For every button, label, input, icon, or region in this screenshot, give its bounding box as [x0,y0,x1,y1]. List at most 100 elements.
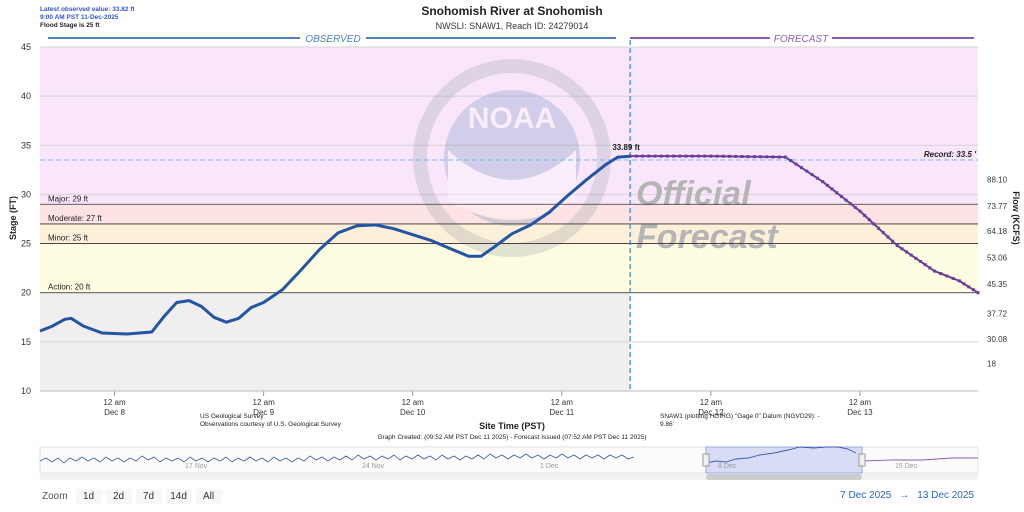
observed-line [39,154,631,336]
flood-band [40,204,978,224]
official-watermark-line2: Forecast [636,218,779,256]
x-tick-label: Dec 13 [847,408,873,417]
threshold-label: Major: 29 ft [48,194,89,203]
forecast-point [810,173,814,177]
noaa-logo-circle [413,59,611,257]
forecast-point [647,154,651,158]
zoom-all-button[interactable]: All [195,489,222,504]
flow-tick-label: 73.77 [987,202,1008,211]
x-tick-label: 12 am [253,398,276,407]
forecast-point [863,213,867,217]
forecast-point [740,155,744,159]
navigator-history-line [39,453,635,464]
noaa-bird-shape [448,150,576,220]
x-axis-title: Site Time (PST) [479,421,545,431]
zoom-2d-button[interactable]: 2d [105,489,132,504]
usgs-courtesy: Observations courtesy of U.S. Geological… [200,421,342,428]
forecast-point [877,226,881,230]
flow-tick-label: 45.35 [987,280,1008,289]
forecast-point [665,154,669,158]
range-to[interactable]: 13 Dec 2025 [917,490,974,501]
navigator-scrollbar-thumb[interactable] [706,474,862,480]
forecast-point [678,154,682,158]
y-axis-title: Stage (FT) [8,196,18,240]
forecast-point [771,155,775,159]
record-label: Record: 33.5 ' [924,150,977,159]
y-tick-label: 15 [21,337,31,347]
observed-header: OBSERVED [48,34,616,45]
forecast-point [939,272,943,276]
x-tick-label: Dec 11 [549,408,574,417]
flow-tick-label: 37.72 [987,309,1008,318]
latest-observed-value: Latest observed value: 33.82 ft [40,6,135,13]
x-tick-label: 12 am [103,398,126,407]
forecast-point [641,154,645,158]
range-from[interactable]: 7 Dec 2025 [840,490,892,501]
forecast-point [777,155,781,159]
forecast-point [672,154,676,158]
navigator-label: 1 Dec [540,463,559,470]
forecast-point [967,285,971,289]
navigator-selection-line [705,446,857,464]
y2-axis-title: Flow (KCFS) [1011,191,1021,245]
forecast-header: FORECAST [630,34,974,45]
datum-value: 9.86' [660,421,674,428]
zoom-1d-button[interactable]: 1d [75,489,102,504]
flood-category-bands [40,47,978,293]
x-tick-label: Dec 9 [253,408,274,417]
y-tick-label: 45 [21,42,31,52]
x-tick-label: 12 am [849,398,872,407]
forecast-point [914,256,918,260]
noaa-watermark: NOAA [413,59,611,257]
forecast-point [895,244,899,248]
forecast-point [684,154,688,158]
forecast-point [734,154,738,158]
navigator-handle-left[interactable] [702,453,710,467]
forecast-point [721,154,725,158]
y-tick-label: 40 [21,91,31,101]
forecast-point [759,155,763,159]
forecast-point [659,154,663,158]
forecast-point [858,209,862,213]
threshold-label: Minor: 25 ft [48,234,89,243]
threshold-label: Action: 20 ft [48,283,91,292]
record-line: Record: 33.5 ' [40,150,978,161]
chart-title: Snohomish River at Snohomish [421,4,602,18]
flow-tick-label: 30.08 [987,335,1008,344]
forecast-point [815,176,819,180]
forecast-point [789,159,793,163]
x-tick-label: Dec 8 [104,408,125,417]
forecast-point [905,250,909,254]
flood-band [40,243,978,293]
forecast-point [835,191,839,195]
forecast-point [653,154,657,158]
zoom-14d-button[interactable]: 14d [165,489,192,504]
x-tick-label: 12 am [551,398,574,407]
navigator-handle-right[interactable] [858,453,866,467]
forecast-point [976,291,980,295]
y-tick-label: 25 [21,239,31,249]
forecast-point [909,253,913,257]
zoom-7d-button[interactable]: 7d [135,489,162,504]
forecast-label: FORECAST [774,34,829,45]
forecast-point [634,154,638,158]
forecast-point [849,202,853,206]
forecast-point [951,276,955,280]
forecast-point [853,205,857,209]
forecast-point [715,154,719,158]
series-group: 33.89 ft [39,143,980,336]
navigator[interactable]: 17 Nov 24 Nov 1 Dec 8 Dec 15 Dec [39,446,979,480]
forecast-point [891,239,895,243]
flood-band [40,47,978,205]
forecast-point [971,288,975,292]
navigator-scrollbar-track[interactable] [40,474,978,480]
y-tick-label: 20 [21,288,31,298]
flow-tick-label: 64.18 [987,227,1008,236]
navigator-label: 15 Dec [895,463,918,470]
range-arrow: → [899,490,910,501]
flow-tick-label: 53.06 [987,253,1008,262]
threshold-label: Moderate: 27 ft [48,214,103,223]
forecast-point [690,154,694,158]
noaa-logo-inner [444,90,580,226]
